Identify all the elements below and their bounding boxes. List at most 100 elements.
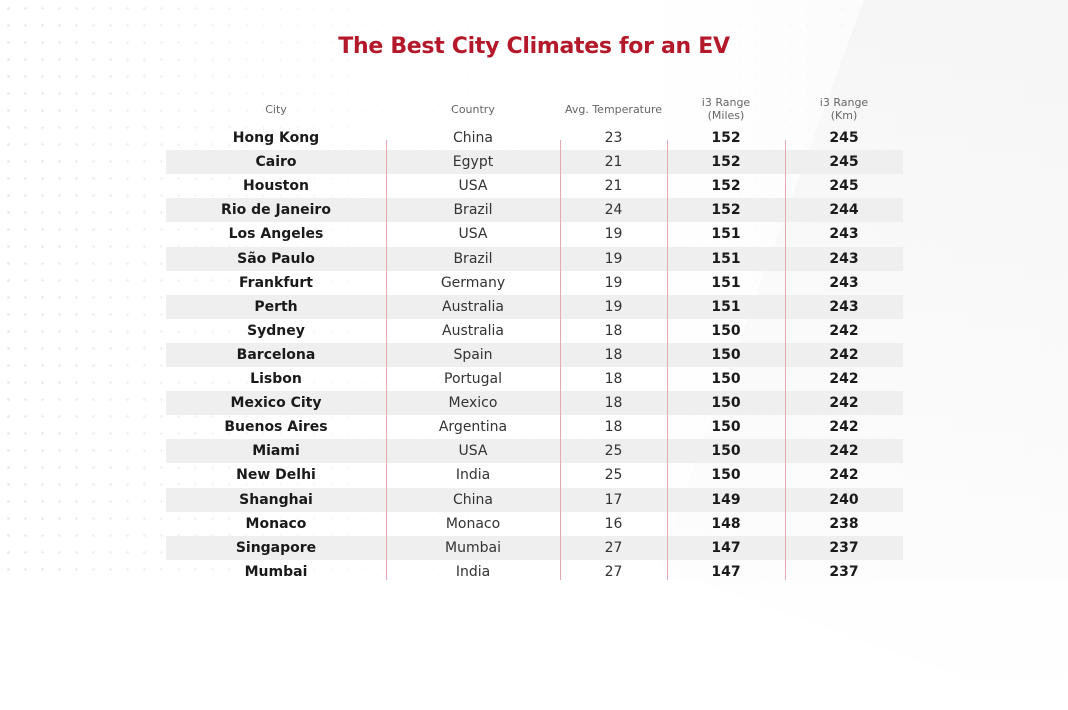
table-row: Hong Kong China 23 152 245 [166, 126, 903, 150]
cell-range-miles: 150 [711, 322, 741, 339]
cell-city: Sydney [247, 322, 305, 339]
header-range-km: i3 Range (Km) [819, 96, 869, 122]
cell-range-km: 245 [829, 178, 859, 195]
cell-avg-temperature: 19 [604, 250, 623, 267]
cell-avg-temperature: 18 [604, 371, 623, 387]
cell-country: Egypt [452, 154, 494, 171]
cell-city: Cairo [255, 154, 297, 171]
cell-country: India [455, 467, 491, 484]
header-country: Country [451, 102, 495, 116]
cell-range-miles: 150 [711, 443, 741, 460]
table-row: Frankfurt Germany 19 151 243 [166, 271, 903, 295]
table-row: Miami USA 25 150 242 [166, 439, 903, 464]
cell-city: São Paulo [237, 250, 315, 267]
cell-range-km: 245 [829, 130, 859, 146]
cell-city: New Delhi [236, 467, 316, 484]
header-range-miles: i3 Range (Miles) [701, 96, 751, 122]
cell-country: USA [458, 178, 488, 195]
cell-country: Mumbai [445, 539, 501, 556]
cell-range-miles: 151 [711, 226, 741, 243]
column-divider [386, 140, 387, 580]
cell-range-miles: 151 [711, 250, 741, 267]
table-row: Sydney Australia 18 150 242 [166, 319, 903, 343]
table-row: Los Angeles USA 19 151 243 [166, 222, 903, 246]
cell-city: Perth [254, 298, 298, 315]
cell-country: USA [458, 443, 488, 460]
table-header-row: City Country Avg. Temperature i3 Range (… [166, 92, 903, 126]
cell-range-km: 245 [829, 154, 859, 171]
cell-range-km: 237 [829, 539, 859, 556]
cell-range-km: 242 [829, 467, 859, 484]
cell-range-miles: 148 [711, 515, 741, 532]
table-row: Mumbai India 27 147 237 [166, 560, 903, 584]
cell-avg-temperature: 19 [604, 274, 623, 291]
cell-range-km: 242 [829, 443, 859, 460]
table-row: Rio de Janeiro Brazil 24 152 244 [166, 198, 903, 223]
cell-range-km: 242 [829, 346, 859, 363]
cell-range-km: 242 [829, 395, 859, 412]
cell-range-km: 243 [829, 226, 859, 243]
table-row: Mexico City Mexico 18 150 242 [166, 391, 903, 416]
cell-city: Barcelona [236, 346, 316, 363]
cell-range-miles: 147 [711, 563, 741, 580]
chart-title: The Best City Climates for an EV [338, 34, 730, 59]
cell-city: Buenos Aires [224, 419, 328, 436]
table-row: Monaco Monaco 16 148 238 [166, 512, 903, 536]
cell-city: Singapore [235, 539, 317, 556]
table-row: Lisbon Portugal 18 150 242 [166, 367, 903, 391]
table-row: New Delhi India 25 150 242 [166, 463, 903, 487]
header-city: City [265, 102, 287, 116]
cell-range-km: 242 [829, 371, 859, 387]
cell-avg-temperature: 25 [604, 443, 623, 460]
cell-city: Rio de Janeiro [221, 202, 331, 219]
cell-range-km: 240 [829, 491, 859, 508]
cell-avg-temperature: 25 [604, 467, 623, 484]
cell-range-miles: 152 [711, 178, 741, 195]
cell-range-km: 243 [829, 250, 859, 267]
cell-city: Monaco [245, 515, 307, 532]
cell-city: Mumbai [244, 563, 308, 580]
cell-range-miles: 152 [711, 154, 741, 171]
cell-avg-temperature: 23 [604, 130, 623, 146]
cell-range-miles: 152 [711, 202, 741, 219]
cell-range-km: 243 [829, 298, 859, 315]
cell-country: China [453, 130, 493, 146]
cell-avg-temperature: 21 [604, 154, 623, 171]
cell-avg-temperature: 18 [604, 322, 623, 339]
column-divider [785, 140, 786, 580]
cell-avg-temperature: 24 [604, 202, 623, 219]
cell-range-miles: 147 [711, 539, 741, 556]
cell-avg-temperature: 27 [604, 539, 623, 556]
cell-range-miles: 150 [711, 371, 741, 387]
cell-country: China [453, 491, 493, 508]
cell-country: Monaco [445, 515, 501, 532]
cell-city: Shanghai [239, 491, 313, 508]
table-row: Cairo Egypt 21 152 245 [166, 150, 903, 175]
cell-country: Argentina [438, 419, 508, 436]
column-divider [667, 140, 668, 580]
cell-range-miles: 150 [711, 467, 741, 484]
table-row: Shanghai China 17 149 240 [166, 487, 903, 512]
cell-country: USA [458, 226, 488, 243]
cell-city: Hong Kong [232, 130, 320, 146]
cell-country: Australia [442, 322, 504, 339]
cell-avg-temperature: 18 [604, 395, 623, 412]
cell-range-km: 242 [829, 322, 859, 339]
cell-avg-temperature: 18 [604, 346, 623, 363]
cell-country: Mexico [448, 395, 498, 412]
table-row: Buenos Aires Argentina 18 150 242 [166, 415, 903, 439]
cell-avg-temperature: 19 [604, 226, 623, 243]
cell-avg-temperature: 18 [604, 419, 623, 436]
cell-city: Lisbon [250, 371, 302, 387]
cell-range-km: 237 [829, 563, 859, 580]
cell-country: Portugal [444, 371, 502, 387]
cell-city: Miami [252, 443, 300, 460]
table-row: Perth Australia 19 151 243 [166, 294, 903, 319]
table-row: Singapore Mumbai 27 147 237 [166, 535, 903, 560]
cell-city: Los Angeles [228, 226, 324, 243]
header-avg-temperature: Avg. Temperature [564, 102, 663, 116]
cell-city: Mexico City [230, 395, 322, 412]
cell-country: India [455, 563, 491, 580]
table-row: São Paulo Brazil 19 151 243 [166, 246, 903, 271]
cell-country: Spain [453, 346, 493, 363]
